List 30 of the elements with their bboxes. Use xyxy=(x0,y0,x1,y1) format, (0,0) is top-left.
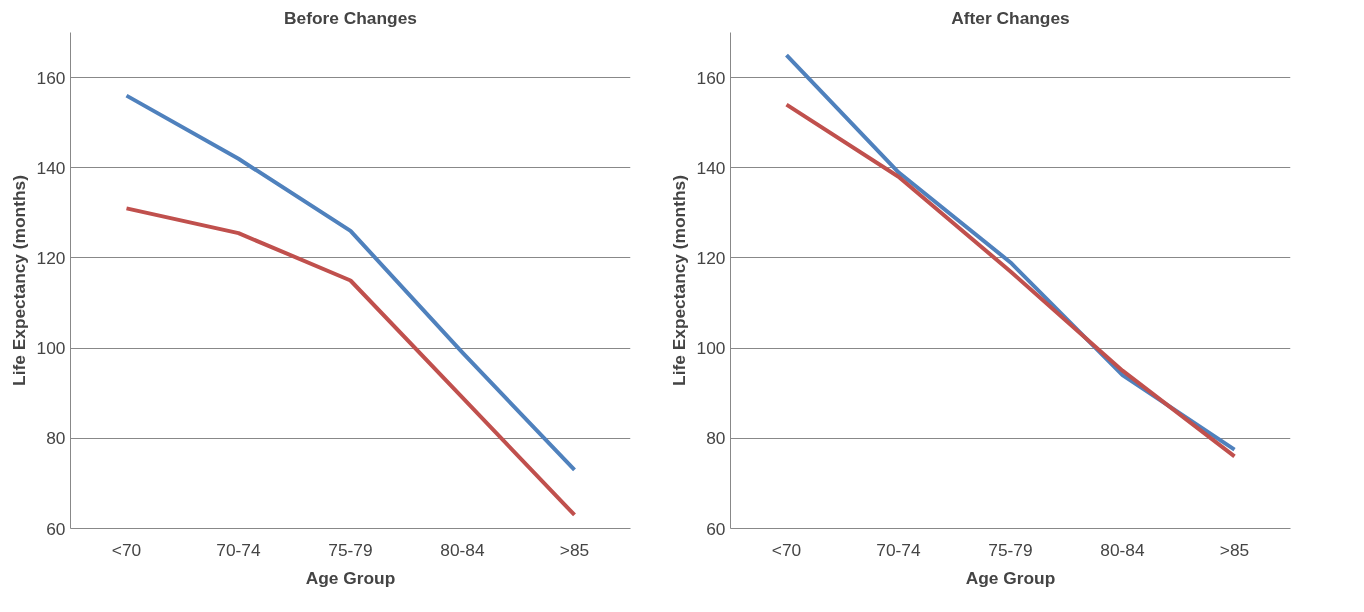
x-tick-label: 75-79 xyxy=(328,539,373,560)
y-tick-label: 120 xyxy=(696,247,726,268)
y-axis-title: Life Expectancy (months) xyxy=(668,175,689,386)
y-tick-label: 60 xyxy=(706,518,726,539)
y-tick-label: 160 xyxy=(36,67,66,88)
y-tick-label: 160 xyxy=(696,67,726,88)
y-tick-label: 140 xyxy=(696,157,726,178)
x-tick-label: <70 xyxy=(111,539,142,560)
x-tick-label: >85 xyxy=(559,539,590,560)
x-tick-label: 80-84 xyxy=(1100,539,1146,560)
y-axis-title: Life Expectancy (months) xyxy=(8,175,29,386)
x-axis-title: Age Group xyxy=(305,567,396,588)
y-tick-label: 100 xyxy=(696,338,726,359)
x-tick-label: 70-74 xyxy=(216,539,262,560)
x-tick-label: <70 xyxy=(771,539,802,560)
x-axis-title: Age Group xyxy=(965,567,1056,588)
line-series xyxy=(124,206,577,517)
y-tick-label: 60 xyxy=(46,518,66,539)
x-tick-label: 70-74 xyxy=(876,539,922,560)
y-tick-label: 140 xyxy=(36,157,66,178)
y-tick-label: 100 xyxy=(36,338,66,359)
y-tick-label: 80 xyxy=(706,428,726,449)
y-tick-label: 80 xyxy=(46,428,66,449)
chart-title: Before Changes xyxy=(284,7,417,28)
x-tick-label: 80-84 xyxy=(440,539,486,560)
line-series xyxy=(124,93,577,472)
x-tick-label: 75-79 xyxy=(988,539,1033,560)
y-tick-label: 120 xyxy=(36,247,66,268)
chart-title: After Changes xyxy=(951,7,1070,28)
x-tick-label: >85 xyxy=(1219,539,1250,560)
